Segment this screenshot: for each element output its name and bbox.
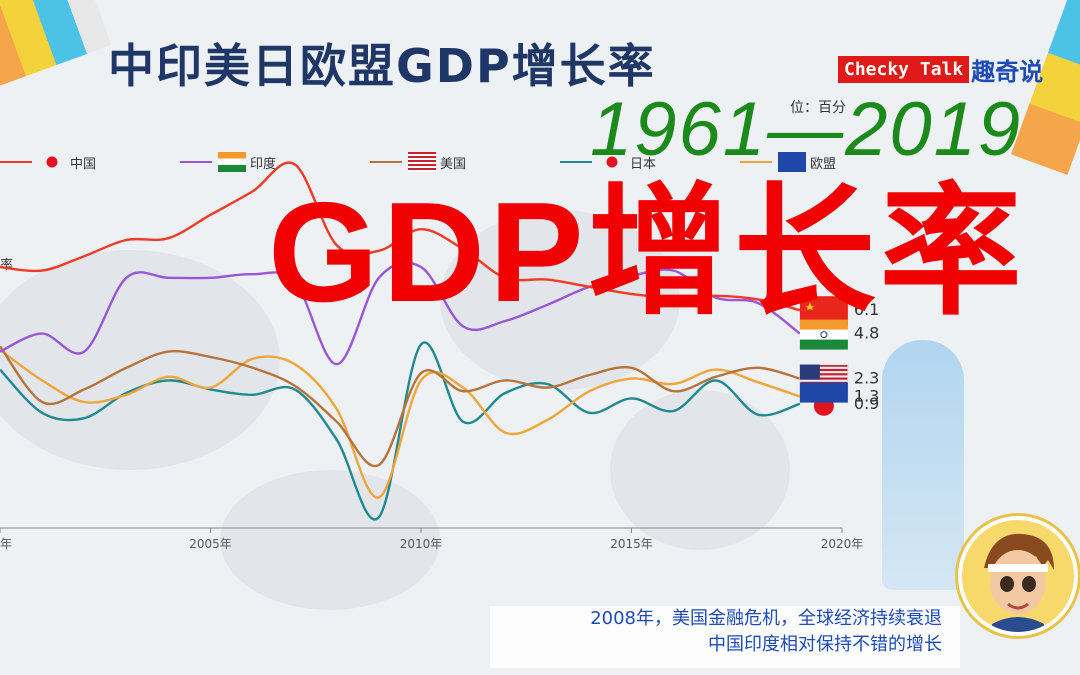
china-flag-icon — [38, 152, 66, 172]
end-label-eu: 1.3 — [854, 387, 879, 406]
legend-line — [180, 161, 212, 163]
map-blob-0 — [0, 250, 280, 470]
caption-line-1: 2008年，美国金融危机，全球经济持续衰退 — [590, 608, 942, 629]
usa-flag-stripe-0 — [799, 364, 848, 367]
caption-box: 2008年，美国金融危机，全球经济持续衰退 中国印度相对保持不错的增长 — [490, 606, 960, 668]
legend-item-usa[interactable]: 美国 — [370, 150, 466, 174]
legend-item-eu[interactable]: 欧盟 — [740, 150, 836, 174]
legend-line — [560, 161, 592, 163]
usa-flag-stripe-1 — [799, 368, 848, 372]
legend-label: 欧盟 — [810, 156, 837, 172]
map-blob-2 — [610, 390, 790, 550]
india-flag-top — [799, 319, 848, 330]
eu-flag-bg — [799, 382, 848, 403]
x-tick-label-2: 2010年 — [400, 537, 443, 551]
big-overlay-title: GDP增长率 — [268, 173, 1026, 332]
legend-label: 美国 — [440, 156, 467, 172]
end-label-japan: 0.9 — [854, 394, 879, 413]
x-tick-label-1: 2005年 — [189, 537, 232, 551]
series-line-india — [0, 261, 801, 366]
legend-item-china[interactable]: 中国 — [0, 150, 96, 174]
usa-flag-canton — [799, 364, 820, 380]
end-label-china: 6.1 — [854, 300, 879, 319]
unit-text: 位：百分 — [790, 100, 846, 116]
legend-label: 中国 — [70, 156, 97, 172]
india-flag-mid — [799, 329, 848, 340]
legend-item-japan[interactable]: 日本 — [560, 150, 656, 174]
legend-label: 日本 — [630, 156, 657, 172]
eu-flag-icon — [778, 152, 806, 172]
usa-flag-stripe-3 — [799, 377, 848, 380]
usa-flag-stripe-2 — [799, 373, 848, 376]
x-tick-label-0: 年 — [0, 537, 12, 551]
page-title: 中印美日欧盟GDP增长率 — [108, 39, 656, 93]
legend-label: 印度 — [250, 156, 277, 172]
japan-flag-icon — [598, 152, 626, 172]
brand-logo-en: Checky Talk — [838, 56, 970, 83]
brand-logo: Checky Talk 趣奇说 — [838, 52, 1043, 87]
end-label-india: 4.8 — [854, 324, 879, 343]
end-label-usa: 2.3 — [854, 369, 879, 388]
series-line-china — [0, 161, 801, 312]
china-flag-star — [804, 302, 815, 311]
caption-line-2: 中国印度相对保持不错的增长 — [708, 634, 942, 655]
usa-flag-icon — [408, 152, 436, 172]
avatar-cartoon-icon — [962, 520, 1074, 632]
presenter-avatar — [958, 516, 1078, 636]
india-flag-icon — [218, 152, 246, 172]
legend-item-india[interactable]: 印度 — [180, 150, 276, 174]
series-line-usa — [0, 345, 801, 468]
legend-line — [0, 161, 32, 163]
eu-flag-icon — [799, 382, 848, 403]
series-line-eu — [0, 348, 801, 499]
x-tick-label-4: 2020年 — [821, 537, 864, 551]
brand-logo-cn: 趣奇说 — [971, 58, 1044, 86]
legend-line — [370, 161, 402, 163]
x-tick-label-3: 2015年 — [610, 537, 653, 551]
years-overlay: 1961—2019 — [590, 87, 1023, 172]
legend-line — [740, 161, 772, 163]
india-flag-bottom — [799, 339, 848, 350]
india-flag-wheel — [820, 331, 828, 339]
india-flag-icon — [799, 319, 848, 350]
fountain-background-image — [882, 340, 964, 590]
